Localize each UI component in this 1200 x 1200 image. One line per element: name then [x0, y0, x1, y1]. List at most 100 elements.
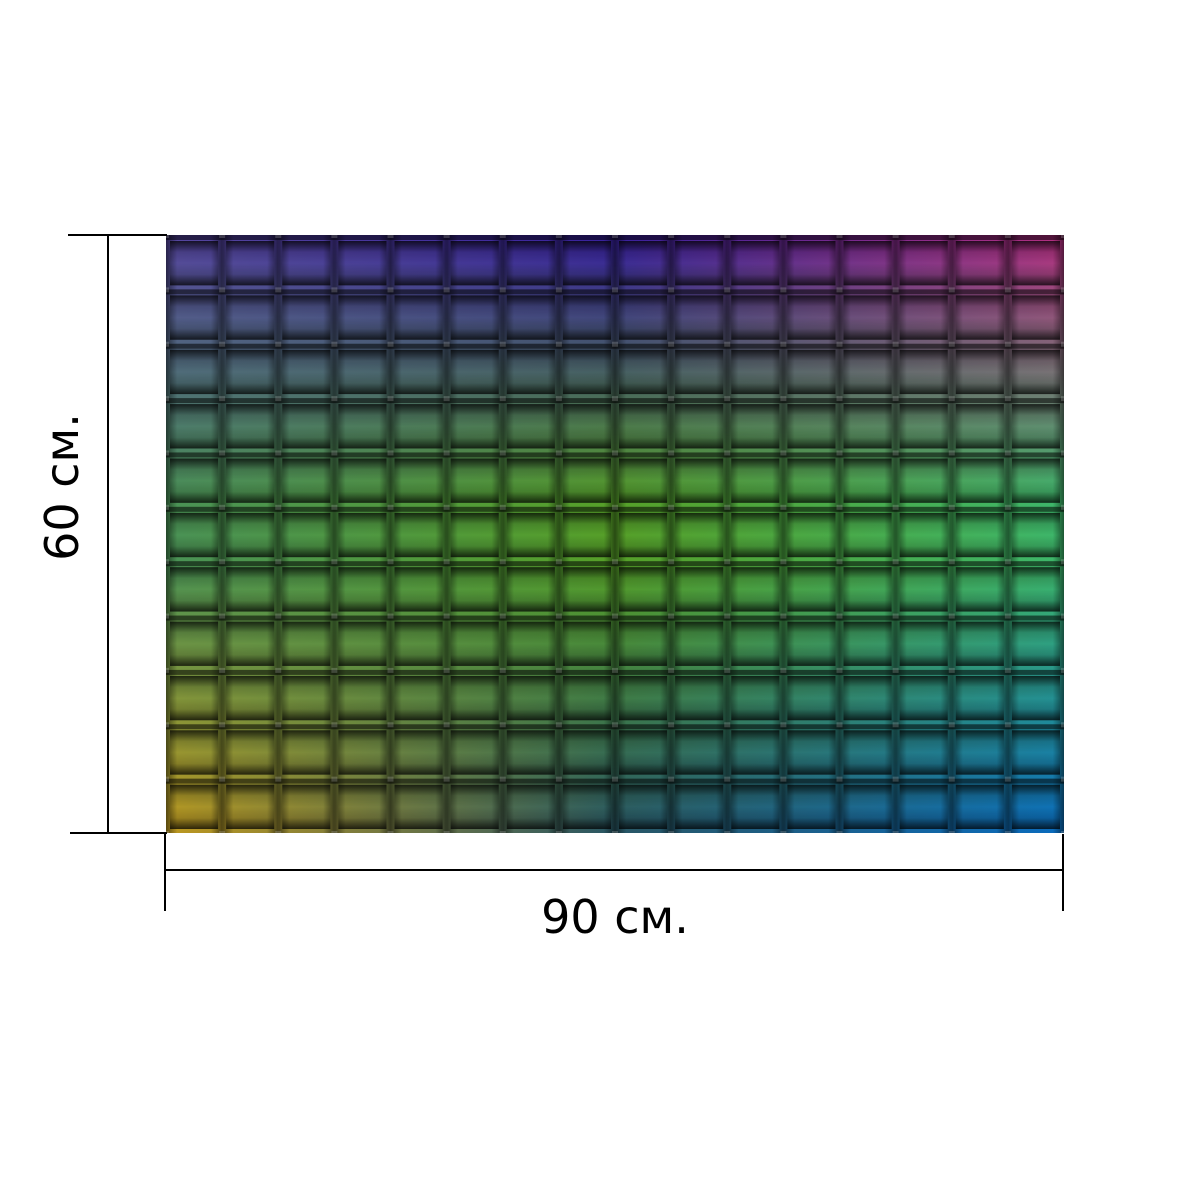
weave-knot	[948, 776, 955, 782]
weave-tile-edge	[615, 289, 672, 344]
weave-knot	[836, 504, 843, 510]
weave-tile-edge	[446, 615, 503, 670]
weave-knot	[555, 831, 562, 833]
weave-knot	[612, 613, 618, 619]
weave-tile-edge	[727, 561, 784, 616]
weave-tile-edge	[446, 289, 503, 344]
weave-knot	[219, 559, 226, 565]
weave-tile-edge	[951, 289, 1008, 344]
weave-knot	[499, 559, 506, 565]
weave-knot	[331, 559, 338, 565]
woven-pattern-graphic	[166, 235, 1064, 833]
weave-knot	[612, 287, 618, 293]
weave-tile-edge	[895, 452, 952, 507]
weave-knot	[892, 667, 899, 673]
weave-tile-edge	[166, 724, 223, 779]
weave-knot	[1061, 504, 1064, 510]
weave-tile-edge	[951, 343, 1008, 399]
weave-tile-edge	[558, 669, 615, 725]
weave-tile-edge	[1007, 343, 1064, 399]
weave-tile-edge	[895, 561, 952, 616]
weave-knot	[780, 450, 787, 456]
product-image	[166, 235, 1064, 833]
weave-knot	[555, 667, 562, 673]
weave-tile-edge	[222, 452, 279, 507]
weave-knot	[443, 613, 450, 619]
weave-tile-edge	[558, 452, 615, 507]
weave-tile-edge	[390, 778, 447, 833]
weave-knot	[668, 504, 675, 510]
weave-knot	[1061, 776, 1064, 782]
weave-knot	[1061, 667, 1064, 673]
weave-knot	[780, 559, 787, 565]
weave-tile-edge	[1007, 235, 1064, 290]
weave-knot	[948, 396, 955, 402]
weave-tile-edge	[222, 506, 279, 562]
weave-tile-edge	[783, 778, 840, 833]
weave-knot	[555, 559, 562, 565]
weave-tile-edge	[446, 506, 503, 562]
weave-tile-edge	[671, 452, 728, 507]
weave-knot	[331, 287, 338, 293]
weave-knot	[780, 667, 787, 673]
weave-tile-edge	[278, 235, 335, 290]
weave-tile-edge	[334, 289, 391, 344]
weave-tile-edge	[166, 452, 223, 507]
weave-tile-edge	[895, 289, 952, 344]
weave-tile-edge	[222, 615, 279, 670]
weave-knot	[499, 341, 506, 347]
weave-tile-edge	[390, 669, 447, 725]
weave-knot	[1061, 831, 1064, 833]
weave-knot	[892, 287, 899, 293]
weave-tile-edge	[1007, 506, 1064, 562]
weave-tile-edge	[222, 398, 279, 453]
weave-knot	[724, 722, 731, 728]
weave-knot	[780, 396, 787, 402]
weave-knot	[443, 722, 450, 728]
weave-tile-edge	[278, 398, 335, 453]
weave-row-gap	[166, 398, 1064, 404]
weave-knot	[892, 341, 899, 347]
weave-tile-edge	[446, 343, 503, 399]
weave-tile-edge	[558, 289, 615, 344]
weave-knot	[275, 722, 282, 728]
width-dimension-line	[165, 869, 1064, 871]
weave-tile-edge	[502, 724, 559, 779]
weave-knot	[387, 722, 394, 728]
weave-tile-edge	[895, 506, 952, 562]
weave-knot	[668, 559, 675, 565]
weave-knot	[443, 667, 450, 673]
weave-knot	[387, 667, 394, 673]
weave-tile-edge	[615, 778, 672, 833]
weave-knot	[948, 559, 955, 565]
weave-tile-edge	[502, 506, 559, 562]
weave-knot	[1061, 559, 1064, 565]
weave-tile-edge	[895, 615, 952, 670]
weave-knot	[387, 613, 394, 619]
weave-row-gap	[166, 724, 1064, 730]
weave-knot	[1004, 396, 1011, 402]
weave-knot	[724, 287, 731, 293]
weave-tile-edge	[895, 398, 952, 453]
weave-tile-edge	[951, 669, 1008, 725]
weave-tile-edge	[783, 289, 840, 344]
weave-knot	[612, 504, 618, 510]
weave-tile-edge	[278, 343, 335, 399]
weave-knot	[948, 831, 955, 833]
weave-tile-edge	[222, 289, 279, 344]
weave-knot	[219, 722, 226, 728]
weave-knot	[724, 559, 731, 565]
weave-knot	[780, 776, 787, 782]
weave-knot	[499, 396, 506, 402]
weave-knot	[387, 450, 394, 456]
weave-tile-edge	[727, 289, 784, 344]
weave-tile-edge	[446, 724, 503, 779]
weave-tile-edge	[839, 289, 896, 344]
weave-tile-edge	[1007, 778, 1064, 833]
weave-knot	[387, 831, 394, 833]
weave-tile-edge	[783, 561, 840, 616]
weave-tile-edge	[727, 724, 784, 779]
weave-tile-edge	[166, 506, 223, 562]
weave-tile-edge	[615, 343, 672, 399]
weave-knot	[1061, 235, 1064, 238]
